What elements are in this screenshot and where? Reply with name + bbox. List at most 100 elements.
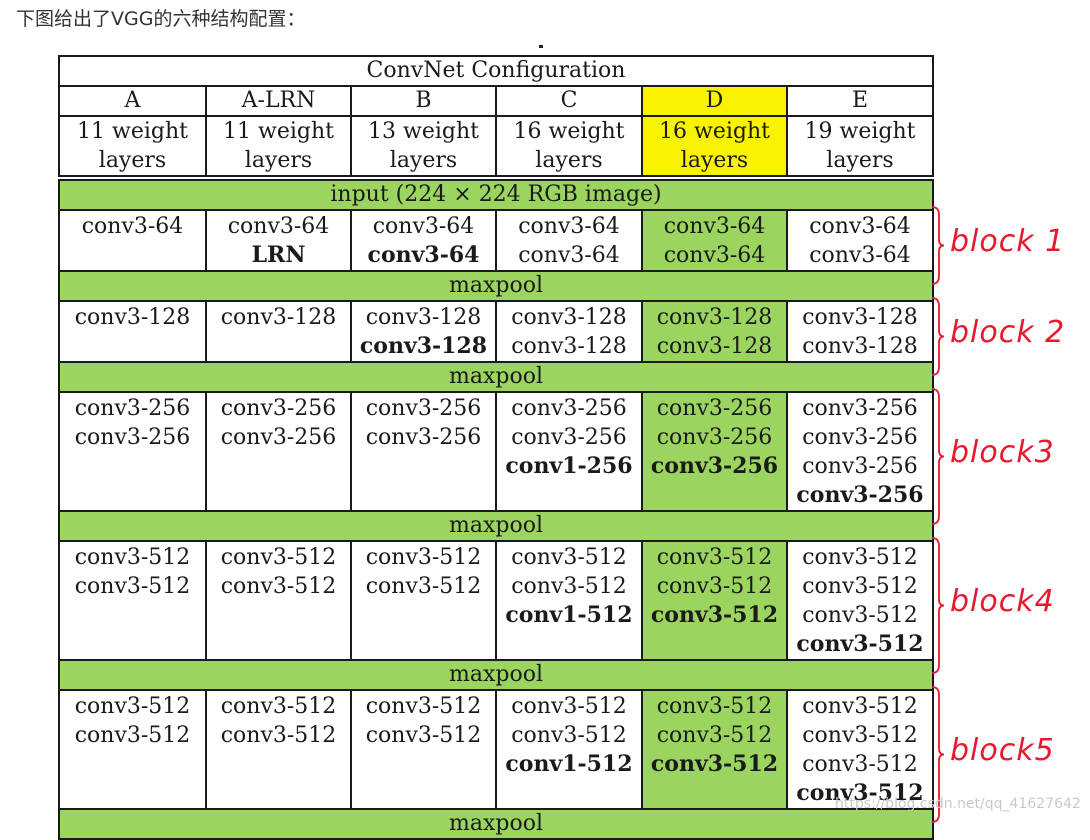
- caption-text: 下图给出了VGG的六种结构配置：: [16, 8, 306, 30]
- layer-name: conv3-512: [802, 723, 918, 748]
- layer-cell: conv3-512 conv3-512 conv3-512 conv3-512: [786, 689, 932, 808]
- layer-cell: conv3-512 conv3-512: [205, 689, 350, 808]
- layer-name: conv3-256: [802, 425, 918, 450]
- layer-name: conv3-64: [372, 214, 475, 239]
- weight-layers-cell: 11 weight layers: [205, 115, 350, 177]
- input-row: input (224 × 224 RGB image): [60, 181, 932, 209]
- layer-name: conv3-512: [74, 545, 191, 570]
- layer-name: conv1-512: [505, 602, 633, 628]
- layer-name: conv3-512: [365, 723, 482, 748]
- layer-cell: conv3-512 conv3-512: [60, 540, 205, 659]
- layer-name: conv3-128: [365, 305, 482, 330]
- layer-cell: conv3-128: [205, 300, 350, 361]
- layer-name: conv3-64: [367, 242, 480, 268]
- layer-name: conv3-128: [511, 305, 627, 330]
- layer-cell: conv3-64 conv3-64: [350, 209, 495, 270]
- block-label: block 2: [950, 314, 1066, 350]
- weight-layers-cell: 16 weight layers: [495, 115, 641, 177]
- column-label: A-LRN: [205, 85, 350, 115]
- layer-name: conv3-256: [656, 425, 773, 450]
- layer-name: conv1-512: [505, 751, 633, 777]
- layer-name: LRN: [251, 242, 306, 268]
- maxpool-row: maxpool: [60, 659, 932, 689]
- layer-name: conv3-128: [802, 334, 918, 359]
- block-label: block4: [950, 583, 1055, 619]
- layer-cell: conv3-512 conv3-512 conv3-512: [641, 540, 786, 659]
- layer-cell: conv3-128 conv3-128: [786, 300, 932, 361]
- layer-name: conv3-256: [650, 453, 779, 479]
- layer-name: conv3-512: [656, 545, 773, 570]
- layer-name: conv3-256: [220, 425, 337, 450]
- layer-cell: conv3-64: [60, 209, 205, 270]
- layer-name: conv3-64: [663, 214, 766, 239]
- column-label: B: [350, 85, 495, 115]
- layer-cell: conv3-512 conv3-512: [350, 540, 495, 659]
- layer-name: conv3-512: [656, 574, 773, 599]
- layer-name: conv3-256: [74, 396, 191, 421]
- watermark: https://blog.csdn.net/qq_41627642: [835, 796, 1081, 812]
- layer-name: conv3-256: [802, 454, 918, 479]
- layer-name: conv3-512: [796, 631, 924, 657]
- layer-name: conv3-128: [656, 305, 773, 330]
- layer-name: conv3-64: [81, 214, 184, 239]
- layer-cell: conv3-256 conv3-256: [350, 391, 495, 510]
- layer-name: conv3-512: [656, 723, 773, 748]
- layer-name: conv3-64: [518, 214, 620, 239]
- maxpool-row: maxpool: [60, 361, 932, 391]
- layer-name: conv3-512: [220, 545, 337, 570]
- brace-icon: [931, 206, 945, 285]
- layer-name: conv3-64: [227, 214, 330, 239]
- layer-name: conv3-256: [365, 425, 482, 450]
- layer-name: conv3-512: [74, 723, 191, 748]
- weight-layers-cell: 19 weight layers: [786, 115, 932, 177]
- layer-name: conv3-128: [74, 305, 191, 330]
- column-label-highlighted: D: [641, 85, 786, 115]
- table-body: input (224 × 224 RGB image) conv3-64 conv…: [58, 179, 934, 840]
- layer-name: conv3-512: [74, 574, 191, 599]
- brace-icon: [931, 686, 945, 823]
- table-header: ConvNet Configuration A A-LRN B C D E 11…: [58, 55, 934, 177]
- layer-name: conv3-512: [656, 694, 773, 719]
- layer-name: conv3-512: [650, 602, 779, 628]
- layer-name: conv3-512: [220, 694, 337, 719]
- layer-name: conv3-128: [220, 305, 337, 330]
- layer-name: conv3-128: [802, 305, 918, 330]
- layer-name: conv3-256: [511, 425, 627, 450]
- layer-name: conv3-512: [511, 574, 627, 599]
- layer-cell: conv3-64 conv3-64: [641, 209, 786, 270]
- layer-name: conv3-64: [809, 214, 911, 239]
- layer-cell: conv3-64 conv3-64: [495, 209, 641, 270]
- layer-name: conv3-512: [802, 603, 918, 628]
- layer-cell: conv3-512 conv3-512 conv1-512: [495, 689, 641, 808]
- column-label: C: [495, 85, 641, 115]
- layer-name: conv3-64: [809, 243, 911, 268]
- layer-cell: conv3-128 conv3-128: [350, 300, 495, 361]
- layer-name: conv3-512: [511, 694, 627, 719]
- layer-name: conv3-64: [518, 243, 620, 268]
- layer-cell: conv3-512 conv3-512: [205, 540, 350, 659]
- layer-cell: conv3-128 conv3-128: [495, 300, 641, 361]
- weight-layers-cell: 11 weight layers: [60, 115, 205, 177]
- brace-icon: [931, 388, 945, 525]
- layer-cell: conv3-128 conv3-128: [641, 300, 786, 361]
- layer-cell: conv3-512 conv3-512 conv3-512: [641, 689, 786, 808]
- layer-cell: conv3-64 conv3-64: [786, 209, 932, 270]
- layer-name: conv3-256: [796, 482, 924, 508]
- block-label: block5: [950, 732, 1055, 768]
- layer-cell: conv3-64 LRN: [205, 209, 350, 270]
- brace-icon: [931, 297, 945, 376]
- layer-name: conv3-512: [802, 752, 918, 777]
- layer-name: conv3-512: [802, 545, 918, 570]
- layer-name: conv3-512: [511, 545, 627, 570]
- layer-name: conv3-512: [650, 751, 779, 777]
- layer-cell: conv3-512 conv3-512: [60, 689, 205, 808]
- layer-cell: conv3-512 conv3-512 conv1-512: [495, 540, 641, 659]
- layer-cell: conv3-512 conv3-512: [350, 689, 495, 808]
- weight-layers-cell: 13 weight layers: [350, 115, 495, 177]
- layer-name: conv3-128: [359, 333, 488, 359]
- maxpool-row: maxpool: [60, 510, 932, 540]
- layer-name: conv3-256: [74, 425, 191, 450]
- column-label: E: [786, 85, 932, 115]
- weight-layers-cell-highlighted: 16 weight layers: [641, 115, 786, 177]
- block-label: block3: [950, 434, 1055, 470]
